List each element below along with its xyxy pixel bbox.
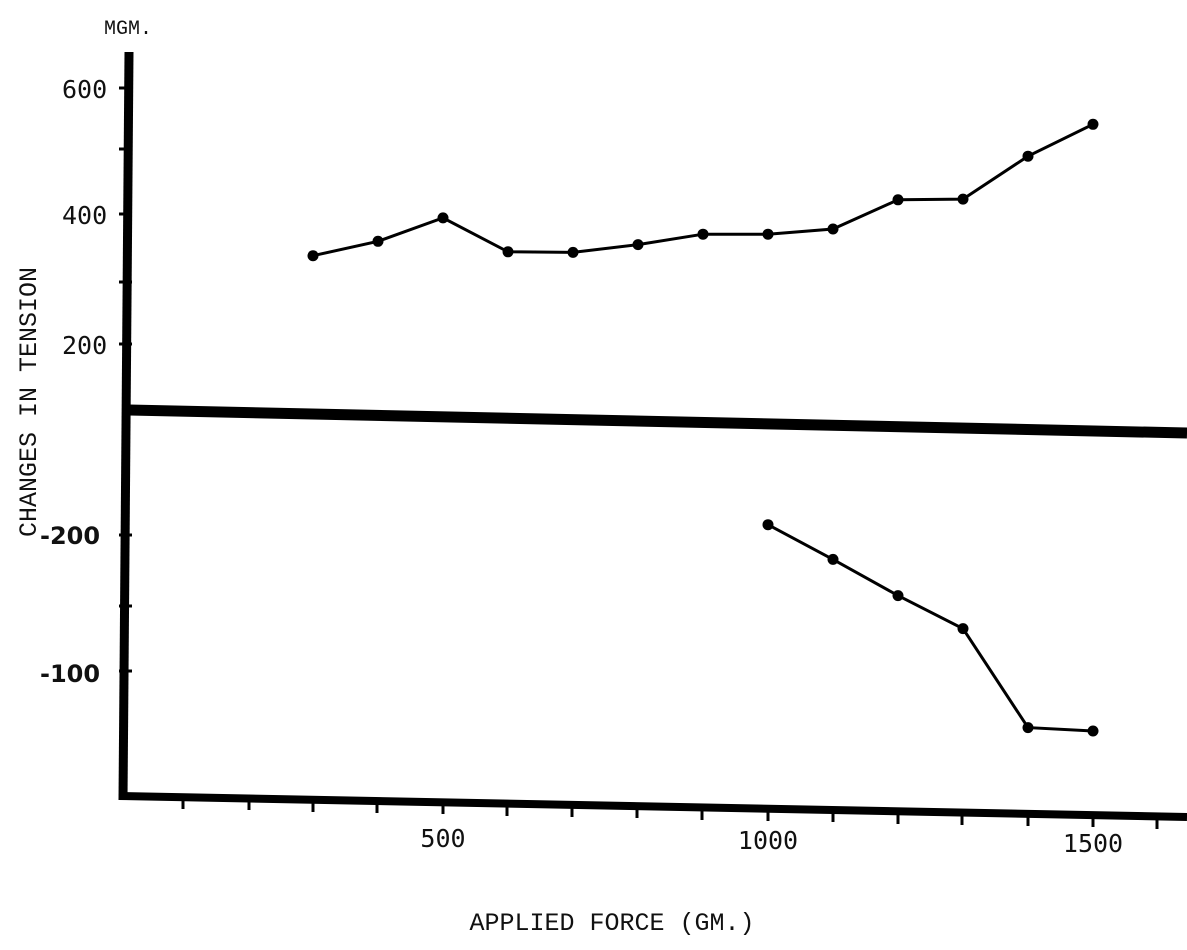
y-tick-label: 400 [62,201,107,230]
data-point [762,228,774,240]
data-point [1022,722,1034,734]
data-point [892,590,904,602]
data-point [957,193,969,205]
unit-label: MGM. [104,18,152,41]
x-tick-marks [181,797,1159,829]
data-point [762,519,774,531]
y-tick-marks [119,86,132,673]
data-point [567,246,579,258]
data-point [372,235,384,247]
x-tick-label: 1000 [738,826,798,855]
x-axis-title: APPLIED FORCE (GM.) [469,909,754,938]
data-point [1087,725,1099,737]
data-point [892,194,904,206]
data-point [307,250,319,262]
data-point [1087,118,1099,130]
y-tick-label: -200 [40,522,100,550]
y-tick-label: 200 [62,331,107,360]
series-layer [307,118,1099,737]
data-point [632,239,644,251]
x-axis [118,792,1187,821]
data-point [827,553,839,565]
data-point [827,223,839,235]
data-point [437,212,449,224]
y-axis [118,51,134,801]
y-axis-title: CHANGES IN TENSION [15,267,44,537]
data-point [697,228,709,240]
zero-baseline [128,404,1187,439]
data-point [957,623,969,635]
y-tick-label: -100 [40,660,100,688]
series-line [767,523,1094,733]
data-point [502,246,514,258]
x-tick-label: 1500 [1063,829,1123,858]
y-tick-label: 600 [62,75,107,104]
x-tick-label: 500 [420,824,465,853]
data-point [1022,150,1034,162]
